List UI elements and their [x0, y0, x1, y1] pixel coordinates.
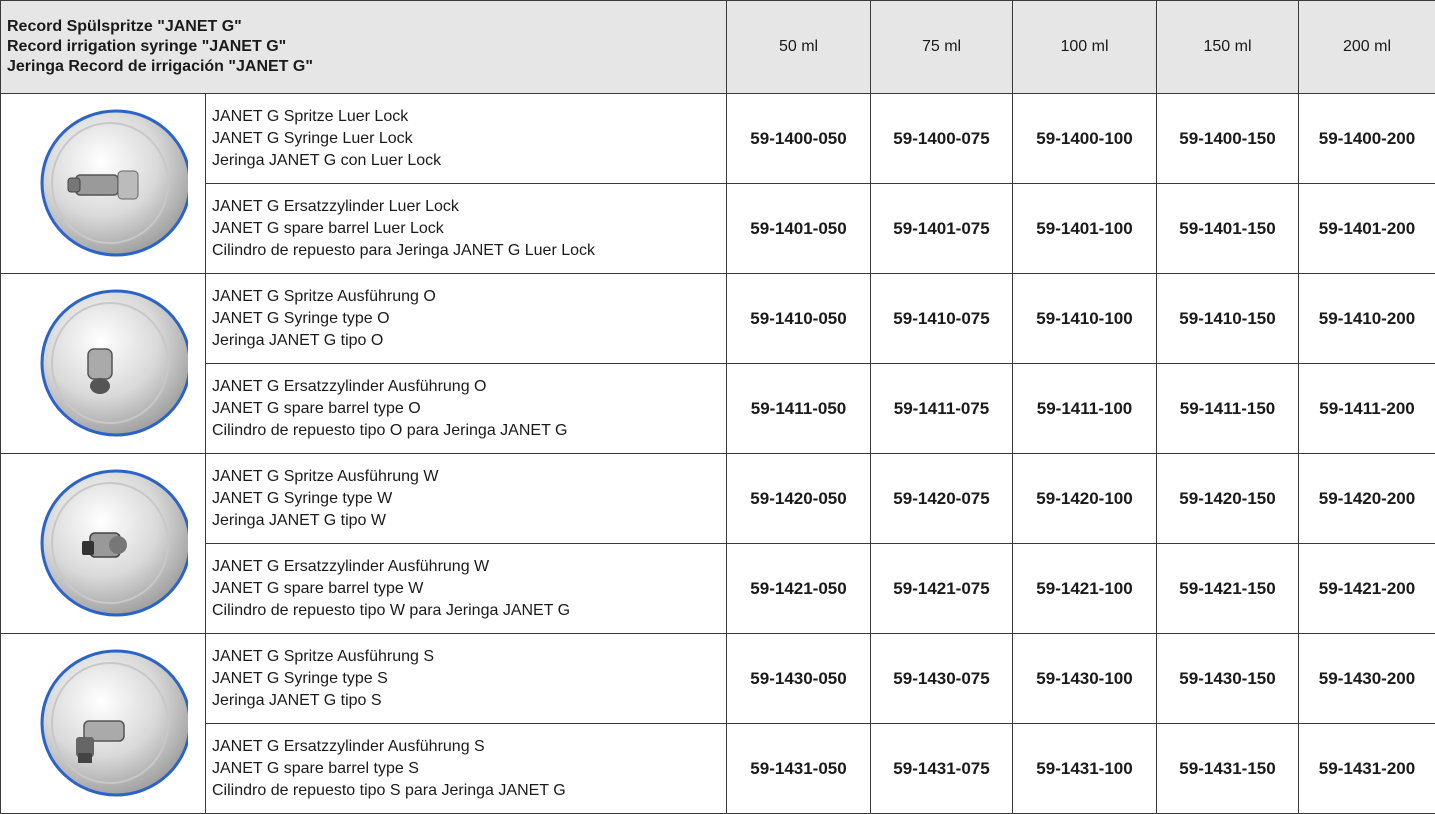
article-number-cell: 59-1431-075	[871, 724, 1013, 814]
size-header-100: 100 ml	[1013, 1, 1157, 94]
article-number-cell: 59-1401-050	[727, 184, 871, 274]
size-header-75: 75 ml	[871, 1, 1013, 94]
article-number-cell: 59-1410-150	[1157, 274, 1299, 364]
article-number-cell: 59-1400-050	[727, 94, 871, 184]
article-number-cell: 59-1421-200	[1299, 544, 1435, 634]
article-number-cell: 59-1430-100	[1013, 634, 1157, 724]
description-line: JANET G Syringe type O	[212, 308, 720, 330]
syringe-type-w-icon	[18, 461, 188, 621]
syringe-type-s-icon	[18, 641, 188, 801]
description-line: JANET G Spritze Luer Lock	[212, 106, 720, 128]
product-image-cell	[1, 94, 206, 274]
description-line: JANET G spare barrel type W	[212, 578, 720, 600]
syringe-type-o-icon	[18, 281, 188, 441]
description-line: Jeringa JANET G tipo W	[212, 510, 720, 532]
description-line: JANET G Syringe type W	[212, 488, 720, 510]
description-line: JANET G spare barrel type O	[212, 398, 720, 420]
product-image-cell	[1, 454, 206, 634]
header-row: Record Spülspritze "JANET G" Record irri…	[1, 1, 1435, 94]
product-image-cell	[1, 274, 206, 454]
title-line-en: Record irrigation syringe "JANET G"	[7, 37, 720, 57]
article-number-cell: 59-1431-100	[1013, 724, 1157, 814]
article-number-cell: 59-1420-200	[1299, 454, 1435, 544]
article-number-cell: 59-1421-100	[1013, 544, 1157, 634]
description-line: JANET G Spritze Ausführung W	[212, 466, 720, 488]
article-number-cell: 59-1411-200	[1299, 364, 1435, 454]
article-number-cell: 59-1410-050	[727, 274, 871, 364]
description-line: Cilindro de repuesto tipo S para Jeringa…	[212, 780, 720, 802]
description-line: Cilindro de repuesto para Jeringa JANET …	[212, 240, 720, 262]
article-number-cell: 59-1401-075	[871, 184, 1013, 274]
description-line: Cilindro de repuesto tipo O para Jeringa…	[212, 420, 720, 442]
article-number-cell: 59-1401-100	[1013, 184, 1157, 274]
article-number-cell: 59-1430-050	[727, 634, 871, 724]
article-number-cell: 59-1401-150	[1157, 184, 1299, 274]
description-line: Jeringa JANET G con Luer Lock	[212, 150, 720, 172]
size-header-50: 50 ml	[727, 1, 871, 94]
size-header-200: 200 ml	[1299, 1, 1435, 94]
article-number-cell: 59-1410-100	[1013, 274, 1157, 364]
description-line: JANET G Ersatzzylinder Ausführung O	[212, 376, 720, 398]
description-line: JANET G Syringe type S	[212, 668, 720, 690]
table-title: Record Spülspritze "JANET G" Record irri…	[1, 1, 727, 94]
article-number-cell: 59-1420-075	[871, 454, 1013, 544]
article-number-cell: 59-1421-050	[727, 544, 871, 634]
article-number-cell: 59-1430-150	[1157, 634, 1299, 724]
article-number-cell: 59-1401-200	[1299, 184, 1435, 274]
article-number-cell: 59-1420-050	[727, 454, 871, 544]
product-image-cell	[1, 634, 206, 814]
article-number-cell: 59-1430-075	[871, 634, 1013, 724]
article-number-cell: 59-1411-050	[727, 364, 871, 454]
article-number-cell: 59-1400-150	[1157, 94, 1299, 184]
article-number-cell: 59-1411-075	[871, 364, 1013, 454]
description-line: Cilindro de repuesto tipo W para Jeringa…	[212, 600, 720, 622]
article-number-cell: 59-1400-100	[1013, 94, 1157, 184]
article-number-cell: 59-1431-050	[727, 724, 871, 814]
article-number-cell: 59-1400-200	[1299, 94, 1435, 184]
article-number-cell: 59-1420-150	[1157, 454, 1299, 544]
syringe-luer-lock-icon	[18, 101, 188, 261]
description-line: JANET G spare barrel type S	[212, 758, 720, 780]
description-line: JANET G Spritze Ausführung S	[212, 646, 720, 668]
article-number-cell: 59-1411-100	[1013, 364, 1157, 454]
description-line: JANET G Ersatzzylinder Ausführung W	[212, 556, 720, 578]
article-number-cell: 59-1421-150	[1157, 544, 1299, 634]
article-number-cell: 59-1420-100	[1013, 454, 1157, 544]
description-line: JANET G Spritze Ausführung O	[212, 286, 720, 308]
article-number-cell: 59-1431-150	[1157, 724, 1299, 814]
article-number-cell: 59-1400-075	[871, 94, 1013, 184]
description-line: JANET G Ersatzzylinder Ausführung S	[212, 736, 720, 758]
title-line-de: Record Spülspritze "JANET G"	[7, 17, 720, 37]
article-number-cell: 59-1431-200	[1299, 724, 1435, 814]
description-line: JANET G Ersatzzylinder Luer Lock	[212, 196, 720, 218]
article-number-cell: 59-1410-075	[871, 274, 1013, 364]
article-number-cell: 59-1410-200	[1299, 274, 1435, 364]
article-number-cell: 59-1430-200	[1299, 634, 1435, 724]
description-line: JANET G spare barrel Luer Lock	[212, 218, 720, 240]
article-number-cell: 59-1411-150	[1157, 364, 1299, 454]
description-line: Jeringa JANET G tipo O	[212, 330, 720, 352]
title-line-es: Jeringa Record de irrigación "JANET G"	[7, 57, 720, 77]
description-line: Jeringa JANET G tipo S	[212, 690, 720, 712]
size-header-150: 150 ml	[1157, 1, 1299, 94]
description-line: JANET G Syringe Luer Lock	[212, 128, 720, 150]
article-number-cell: 59-1421-075	[871, 544, 1013, 634]
